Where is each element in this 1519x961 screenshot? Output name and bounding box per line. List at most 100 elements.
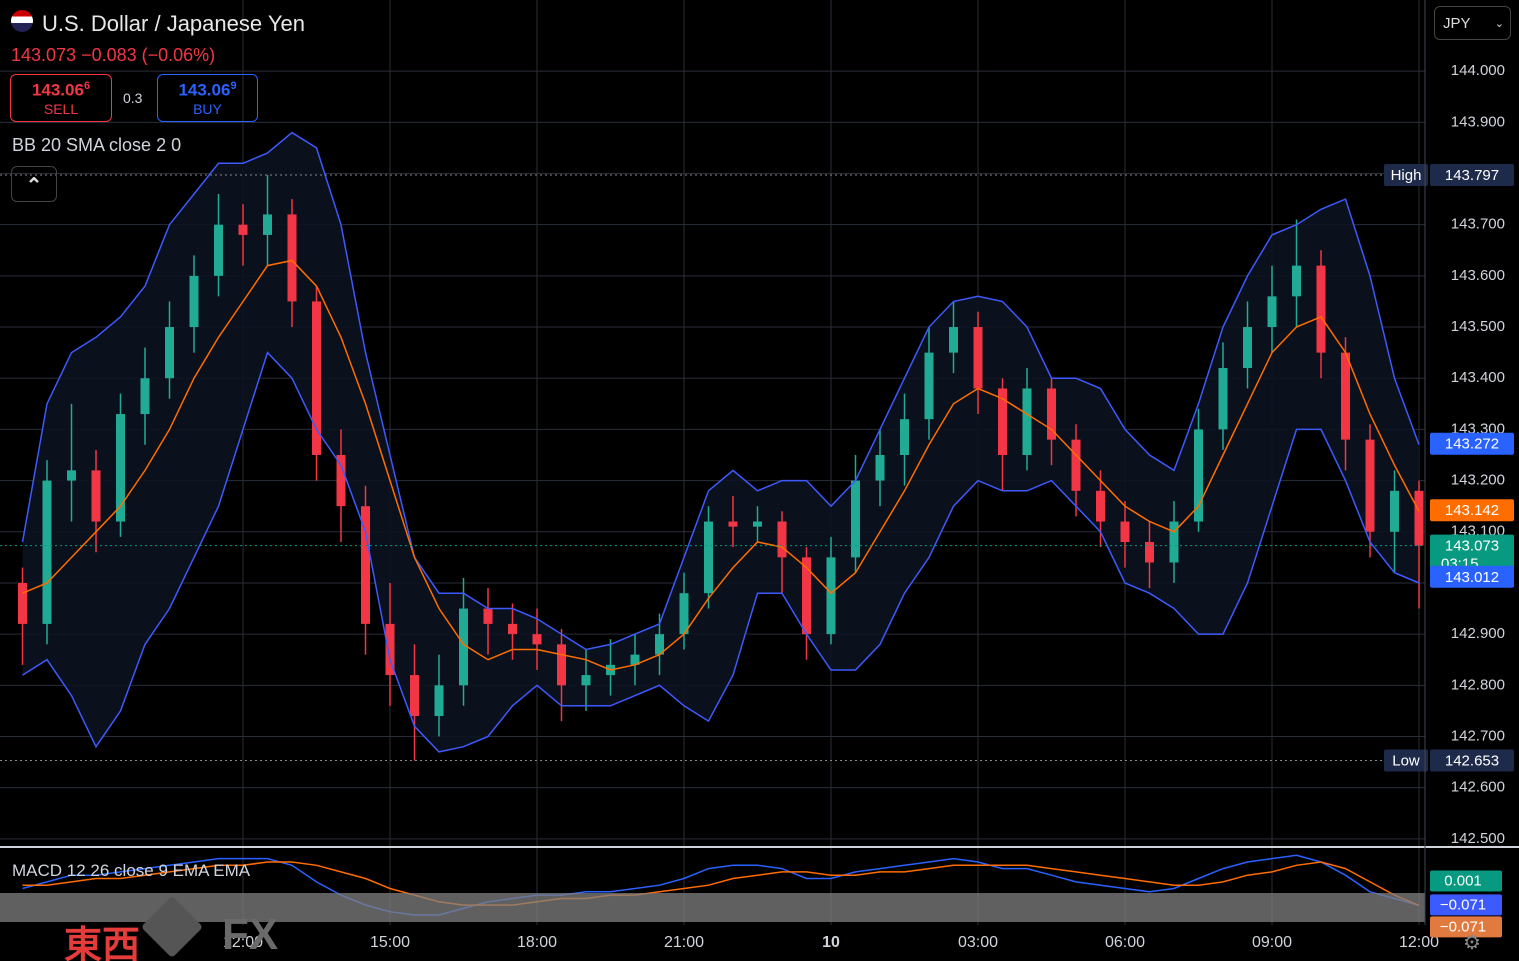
flag-icon xyxy=(11,10,33,32)
candle-body xyxy=(287,214,297,302)
y-tick-label: 142.900 xyxy=(1451,625,1505,642)
candle-body xyxy=(532,634,542,645)
candle-body xyxy=(1243,327,1252,368)
candle-body xyxy=(459,608,468,686)
candle-body xyxy=(189,275,199,328)
symbol-title: U.S. Dollar / Japanese Yen xyxy=(42,11,305,36)
macd-legend: MACD 12 26 close 9 EMA EMA xyxy=(12,861,251,880)
indicator-line xyxy=(21,131,1420,651)
candle-body xyxy=(802,557,811,635)
settings-icon[interactable]: ⚙ xyxy=(1463,932,1481,954)
candle-body xyxy=(91,470,101,522)
candle-body xyxy=(1267,296,1277,328)
candle-body xyxy=(753,521,762,527)
buy-button[interactable]: 143.069 BUY xyxy=(157,74,258,122)
tag-name-box xyxy=(1384,749,1428,772)
candle-body xyxy=(704,521,713,594)
y-tick-label: 143.600 xyxy=(1451,267,1505,284)
tag-name: High xyxy=(1391,167,1422,184)
price-tag xyxy=(1430,499,1514,522)
sell-price: 143.06 xyxy=(31,80,84,100)
y-tick-label: 144.000 xyxy=(1451,62,1505,79)
price-tag-label: 0.001 xyxy=(1444,873,1482,890)
candle-body xyxy=(1096,490,1105,522)
tag-name-box xyxy=(1384,164,1428,187)
y-tick-label: 143.900 xyxy=(1451,113,1505,130)
candle-body xyxy=(1218,367,1228,430)
currency-select[interactable]: JPY ⌄ xyxy=(1434,6,1511,40)
currency: JPY xyxy=(1443,15,1471,32)
candle-body xyxy=(1390,490,1399,532)
price-tag xyxy=(1430,565,1514,588)
y-tick-label: 142.500 xyxy=(1451,830,1505,847)
price-tag xyxy=(1430,534,1514,575)
y-tick-label: 142.600 xyxy=(1451,779,1505,796)
watermark-text: FX xyxy=(222,910,279,959)
candle-body xyxy=(508,623,517,635)
candle-body xyxy=(1145,542,1154,563)
candle-body xyxy=(312,301,321,455)
price-tag-label: 143.272 xyxy=(1445,436,1499,453)
y-tick-label: 143.500 xyxy=(1451,318,1505,335)
candle-body xyxy=(18,582,27,624)
candle-body xyxy=(1047,388,1056,440)
candle-body xyxy=(728,521,738,527)
candle-body xyxy=(336,455,346,507)
price-tag-label: 142.653 xyxy=(1445,753,1499,770)
price-tag xyxy=(1430,916,1502,938)
candle-body xyxy=(1169,521,1179,563)
candle-body xyxy=(581,675,591,686)
price-tag-label: −0.071 xyxy=(1440,918,1486,935)
candle-body xyxy=(263,214,272,235)
candle-body xyxy=(655,634,664,655)
candle-body xyxy=(851,480,860,558)
watermark-strip xyxy=(0,893,1425,922)
x-tick-label: 12:00 xyxy=(223,934,263,951)
price-tag-label: 143.142 xyxy=(1445,502,1499,519)
candle-body xyxy=(630,654,640,665)
x-tick-label: 03:00 xyxy=(958,934,998,951)
candle-body xyxy=(42,480,52,624)
y-tick-label: 142.800 xyxy=(1451,676,1505,693)
candle-body xyxy=(116,414,125,522)
price-tag-label: −0.071 xyxy=(1440,896,1486,913)
candle-body xyxy=(1194,429,1203,522)
candle-body xyxy=(973,327,983,389)
price-tag xyxy=(1430,432,1514,455)
indicator-line xyxy=(22,351,1420,753)
sell-label: SELL xyxy=(43,100,79,117)
candle-body xyxy=(1022,388,1032,455)
x-tick-label: 21:00 xyxy=(664,934,704,951)
candle-body xyxy=(483,608,493,624)
candle-body xyxy=(165,327,174,379)
candle-body xyxy=(998,388,1007,455)
price-tag xyxy=(1430,749,1514,772)
watermark-text: 東西 xyxy=(64,925,141,961)
sell-pip: 6 xyxy=(83,80,91,92)
price-change: 143.073 −0.083 (−0.06%) xyxy=(11,45,216,65)
candle-body xyxy=(67,470,76,481)
sell-button[interactable]: 143.066 SELL xyxy=(10,74,112,122)
candle-body xyxy=(949,327,958,353)
macd-line xyxy=(22,854,1420,916)
candle-body xyxy=(1365,439,1375,532)
buy-pip: 9 xyxy=(230,80,237,92)
candle-body xyxy=(1341,352,1350,440)
buy-price: 143.06 xyxy=(178,80,231,100)
x-tick-label: 18:00 xyxy=(517,934,557,951)
price-tag xyxy=(1430,894,1502,916)
candle-body xyxy=(900,419,909,455)
candle-body xyxy=(1414,490,1424,546)
collapse-button[interactable]: ⌃ xyxy=(11,166,57,202)
buy-label: BUY xyxy=(193,100,222,117)
x-tick-label: 15:00 xyxy=(370,934,410,951)
candle-body xyxy=(434,685,444,717)
candle-body xyxy=(924,352,934,420)
x-tick-label: 12:00 xyxy=(1399,934,1439,951)
candle-body xyxy=(361,506,370,624)
x-tick-label: 10 xyxy=(822,934,840,951)
candle-body xyxy=(1071,439,1081,491)
candle-body xyxy=(214,224,223,276)
